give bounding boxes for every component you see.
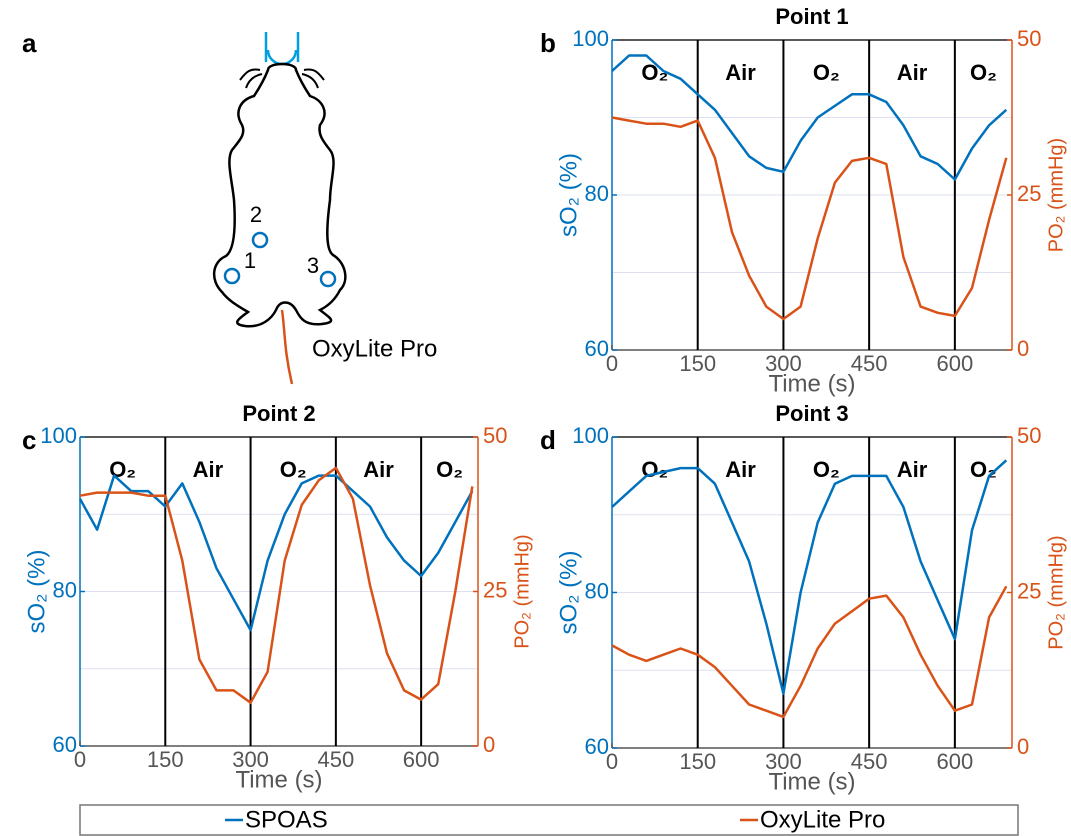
point-label: 3 <box>307 253 319 278</box>
x-tick-label: 0 <box>606 351 618 376</box>
phase-label: Air <box>897 60 928 85</box>
phase-label: O₂ <box>970 457 997 482</box>
x-tick-label: 150 <box>147 747 184 772</box>
x-tick-label: 450 <box>317 747 354 772</box>
x-tick-label: 450 <box>851 351 888 376</box>
y2-tick-label: 25 <box>483 577 507 602</box>
y2-tick-label: 0 <box>483 732 495 757</box>
chart-title: Point 3 <box>775 401 848 426</box>
y2-tick-label: 0 <box>1017 336 1029 361</box>
y-tick-label: 80 <box>53 577 77 602</box>
series-line <box>611 54 1008 181</box>
y2-tick-label: 50 <box>1017 423 1041 448</box>
y-tick-label: 80 <box>585 181 609 206</box>
x-axis-label: Time (s) <box>768 370 855 397</box>
y-tick-label: 60 <box>585 336 609 361</box>
x-tick-label: 300 <box>765 749 802 774</box>
phase-label: Air <box>363 457 394 482</box>
x-tick-label: 450 <box>851 749 888 774</box>
x-tick-label: 0 <box>74 747 86 772</box>
y-axis-label: sO₂ (%) <box>23 550 50 634</box>
panel-label: c <box>22 425 36 455</box>
y2-axis-label: PO₂ (mmHg) <box>511 534 533 648</box>
phase-label: Air <box>725 457 756 482</box>
panel-label: d <box>540 425 556 455</box>
mouse-diagram <box>213 32 347 385</box>
phase-label: Air <box>193 457 224 482</box>
y2-tick-label: 25 <box>1017 578 1041 603</box>
x-tick-label: 150 <box>679 351 716 376</box>
probe-label: OxyLite Pro <box>312 335 437 362</box>
y-tick-label: 60 <box>585 734 609 759</box>
y-tick-label: 100 <box>572 423 609 448</box>
chart-title: Point 1 <box>775 4 848 29</box>
x-tick-label: 0 <box>606 749 618 774</box>
y2-tick-label: 50 <box>483 423 507 448</box>
series-line <box>78 474 474 632</box>
panel-label: a <box>22 28 37 58</box>
y2-tick-label: 25 <box>1017 181 1041 206</box>
chart-title: Point 2 <box>242 401 315 426</box>
point-label: 2 <box>250 202 262 227</box>
x-axis-label: Time (s) <box>768 768 855 795</box>
y-tick-label: 100 <box>40 423 77 448</box>
y-tick-label: 80 <box>585 578 609 603</box>
point-marker <box>251 231 269 249</box>
legend-label: SPOAS <box>245 806 328 833</box>
y2-tick-label: 0 <box>1017 734 1029 759</box>
series-line <box>611 585 1008 719</box>
x-axis-label: Time (s) <box>235 766 322 793</box>
phase-label: Air <box>897 457 928 482</box>
x-tick-label: 600 <box>403 747 440 772</box>
series-line <box>611 459 1008 695</box>
x-tick-label: 300 <box>232 747 269 772</box>
x-tick-label: 600 <box>936 749 973 774</box>
y-axis-label: sO₂ (%) <box>555 153 582 237</box>
panel-label: b <box>540 28 556 58</box>
x-tick-label: 150 <box>679 749 716 774</box>
y2-tick-label: 50 <box>1017 26 1041 51</box>
legend-box <box>79 804 1019 836</box>
series-line <box>79 466 474 704</box>
point-marker <box>319 270 337 288</box>
phase-label: O₂ <box>813 60 840 85</box>
y2-axis-label: PO₂ (mmHg) <box>1045 535 1067 649</box>
y-tick-label: 100 <box>572 26 609 51</box>
point-marker <box>223 267 241 285</box>
y-axis-label: sO₂ (%) <box>555 551 582 635</box>
x-tick-label: 600 <box>936 351 973 376</box>
phase-label: O₂ <box>970 60 997 85</box>
point-label: 1 <box>244 248 256 273</box>
phase-label: O₂ <box>813 457 840 482</box>
phase-label: O₂ <box>436 457 463 482</box>
x-tick-label: 300 <box>765 351 802 376</box>
phase-label: O₂ <box>280 457 307 482</box>
y2-axis-label: PO₂ (mmHg) <box>1045 138 1067 252</box>
series-line <box>611 116 1008 321</box>
phase-label: Air <box>725 60 756 85</box>
y-tick-label: 60 <box>53 732 77 757</box>
legend-label: OxyLite Pro <box>760 806 885 833</box>
